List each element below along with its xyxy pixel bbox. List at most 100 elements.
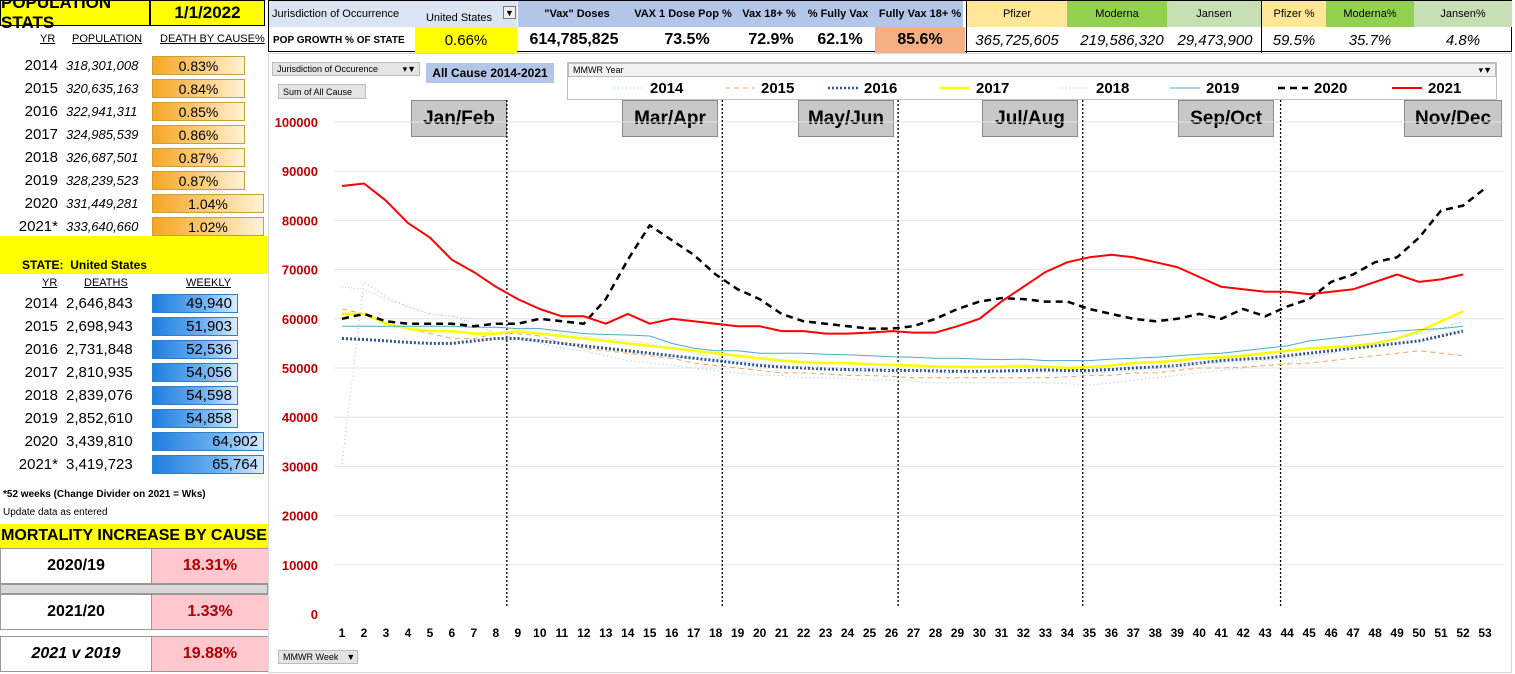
month-label: Mar/Apr — [622, 100, 718, 137]
x-tick-label: 23 — [819, 626, 833, 640]
x-tick-label: 5 — [427, 626, 434, 640]
x-tick-label: 7 — [471, 626, 478, 640]
month-label: Nov/Dec — [1404, 100, 1502, 137]
y-tick-label: 80000 — [282, 213, 318, 228]
y-tick-label: 90000 — [282, 164, 318, 179]
deaths-value: 3,439,810 — [66, 433, 133, 450]
x-tick-label: 24 — [841, 626, 855, 640]
population-row: 2015 320,635,163 0.84% — [0, 77, 268, 100]
col-yr-header: YR — [40, 33, 56, 45]
weekly-databar: 65,764 — [152, 455, 264, 474]
filter-icon: ▾▼ — [402, 63, 416, 74]
series-line-2014 — [341, 281, 1464, 464]
jansen-value: 29,473,900 — [1177, 31, 1253, 49]
chart-border — [268, 53, 1512, 673]
legend-label: 2014 — [650, 79, 684, 97]
y-tick-label: 60000 — [282, 312, 318, 327]
year: 2016 — [24, 341, 58, 358]
x-tick-label: 38 — [1149, 626, 1163, 640]
year: 2021* — [18, 218, 58, 235]
x-tick-label: 11 — [555, 626, 568, 640]
year: 2014 — [24, 295, 58, 312]
series-line-2021 — [341, 182, 1464, 335]
chart-title: All Cause 2014-2021 — [426, 63, 554, 83]
note-update: Update data as entered — [3, 507, 108, 518]
x-tick-label: 26 — [885, 626, 899, 640]
legend-swatch — [1060, 87, 1090, 89]
jurisdiction-filter-button[interactable]: Jurisdiction of Occurence ▾▼ — [272, 62, 420, 76]
population-value: 322,941,311 — [66, 104, 138, 119]
x-tick-label: 4 — [405, 626, 412, 640]
year: 2016 — [24, 103, 58, 120]
mmwr-week-filter[interactable]: MMWR Week ▼ — [278, 650, 358, 664]
weekly-databar: 49,940 — [152, 294, 238, 313]
moderna-pct-value: 35.7% — [1348, 31, 1392, 49]
legend-entry: 2016 — [828, 78, 897, 98]
x-tick-label: 28 — [929, 626, 943, 640]
jurisdiction-header: Jurisdiction of Occurrence — [269, 1, 517, 27]
state-block — [0, 236, 268, 274]
deaths-row: 2015 2,698,943 51,903 — [0, 315, 268, 338]
x-tick-label: 49 — [1390, 626, 1404, 640]
death-pct-databar: 0.83% — [152, 56, 245, 75]
deaths-row: 2020 3,439,810 64,902 — [0, 430, 268, 453]
deaths-value: 2,839,076 — [66, 387, 133, 404]
y-tick-label: 0 — [311, 607, 318, 622]
mortality-label: 2020/19 — [47, 557, 105, 574]
x-tick-label: 9 — [515, 626, 522, 640]
legend-entry: 2014 — [614, 78, 683, 98]
x-tick-label: 45 — [1302, 626, 1316, 640]
series-line-2017 — [342, 310, 1464, 370]
deaths-row: 2019 2,852,610 54,858 — [0, 407, 268, 430]
x-tick-label: 30 — [973, 626, 987, 640]
fully-vax18-value: 85.6% — [875, 27, 965, 53]
y-tick-label: 10000 — [282, 558, 318, 573]
year: 2018 — [24, 387, 58, 404]
x-tick-label: 50 — [1412, 626, 1426, 640]
moderna-value: 219,586,320 — [1080, 31, 1164, 49]
legend-swatch — [725, 87, 755, 89]
mmwr-year-filter[interactable]: MMWR Year ▾▼ — [568, 63, 1496, 77]
one-dose-value: 73.5% — [664, 31, 710, 48]
population-value: 326,687,501 — [66, 150, 139, 165]
state-col-yr-header: YR — [42, 277, 58, 289]
deaths-row: 2014 2,646,843 49,940 — [0, 292, 268, 315]
weekly-databar: 52,536 — [152, 340, 238, 359]
x-tick-label: 10 — [533, 626, 547, 640]
vax-doses-label: "Vax" Doses — [544, 8, 610, 20]
mortality-row: 2021 v 2019 19.88% — [0, 636, 268, 672]
filter-icon[interactable]: ▼ — [503, 6, 516, 19]
month-label: Jan/Feb — [411, 100, 507, 137]
x-tick-label: 43 — [1259, 626, 1273, 640]
mortality-label: 2021/20 — [47, 603, 105, 620]
sum-field-button[interactable]: Sum of All Cause — [278, 84, 366, 99]
month-label: Jul/Aug — [982, 100, 1078, 137]
mortality-row: 2020/19 18.31% — [0, 548, 268, 584]
x-tick-label: 17 — [687, 626, 701, 640]
legend-label: 2018 — [1096, 79, 1130, 97]
x-tick-label: 48 — [1368, 626, 1382, 640]
series-line-2015 — [341, 308, 1464, 379]
jurisdiction-value[interactable]: United States — [425, 12, 493, 24]
weekly-databar: 54,598 — [152, 386, 238, 405]
x-tick-label: 53 — [1478, 626, 1492, 640]
x-tick-label: 37 — [1127, 626, 1141, 640]
mortality-value: 1.33% — [151, 595, 268, 629]
stats-date: 1/1/2022 — [150, 0, 265, 26]
deaths-value: 3,419,723 — [66, 456, 133, 473]
legend-swatch — [828, 86, 858, 90]
year: 2021* — [18, 456, 58, 473]
series-line-2020 — [341, 187, 1486, 330]
fully-vax18-label: Fully Vax 18+ % — [878, 8, 962, 20]
legend-entry: 2018 — [1060, 78, 1129, 98]
x-tick-label: 32 — [1017, 626, 1031, 640]
y-tick-label: 30000 — [282, 459, 318, 474]
deaths-value: 2,698,943 — [66, 318, 133, 335]
fully-vax-label: % Fully Vax — [807, 8, 869, 20]
population-row: 2018 326,687,501 0.87% — [0, 146, 268, 169]
x-tick-label: 52 — [1456, 626, 1470, 640]
year: 2020 — [24, 433, 58, 450]
legend-label: 2021 — [1428, 79, 1462, 97]
deaths-row: 2016 2,731,848 52,536 — [0, 338, 268, 361]
population-value: 331,449,281 — [66, 196, 139, 211]
